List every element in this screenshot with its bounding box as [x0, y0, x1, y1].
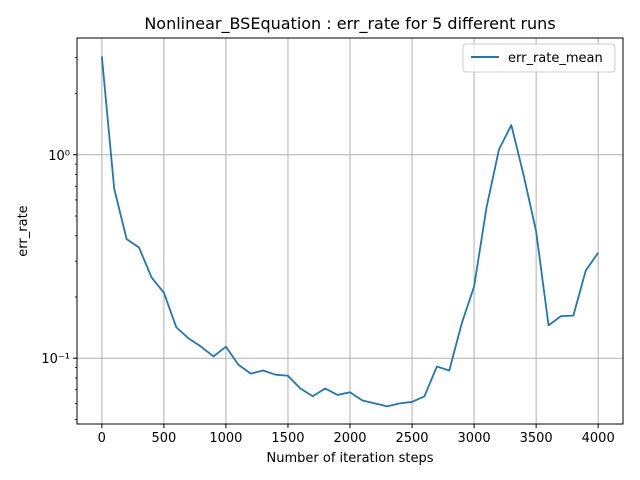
- grid: [77, 38, 623, 424]
- y-axis-label: err_rate: [16, 205, 31, 256]
- x-tick-label: 1000: [209, 431, 242, 446]
- x-tick-label: 4000: [582, 431, 615, 446]
- y-axis: 10⁻¹ 10⁰: [41, 57, 77, 420]
- x-axis-label: Number of iteration steps: [267, 451, 434, 466]
- y-tick-label: 10⁰: [48, 149, 70, 164]
- x-axis: 0 500 1000 1500 2000 2500 3000 3500 4000: [98, 424, 615, 446]
- x-tick-label: 3500: [520, 431, 553, 446]
- x-tick-label: 2500: [395, 431, 428, 446]
- x-tick-label: 0: [98, 431, 106, 446]
- legend-label: err_rate_mean: [508, 51, 603, 66]
- legend-box: [462, 43, 616, 73]
- chart-title: Nonlinear_BSEquation : err_rate for 5 di…: [144, 14, 555, 34]
- x-tick-label: 3000: [458, 431, 491, 446]
- x-tick-label: 500: [151, 431, 176, 446]
- legend: err_rate_mean: [462, 43, 616, 73]
- y-tick-label: 10⁻¹: [41, 352, 70, 367]
- x-tick-label: 2000: [333, 431, 366, 446]
- series-line-err-rate-mean: [100, 56, 599, 408]
- series-layer: [100, 56, 599, 408]
- x-tick-label: 1500: [271, 431, 304, 446]
